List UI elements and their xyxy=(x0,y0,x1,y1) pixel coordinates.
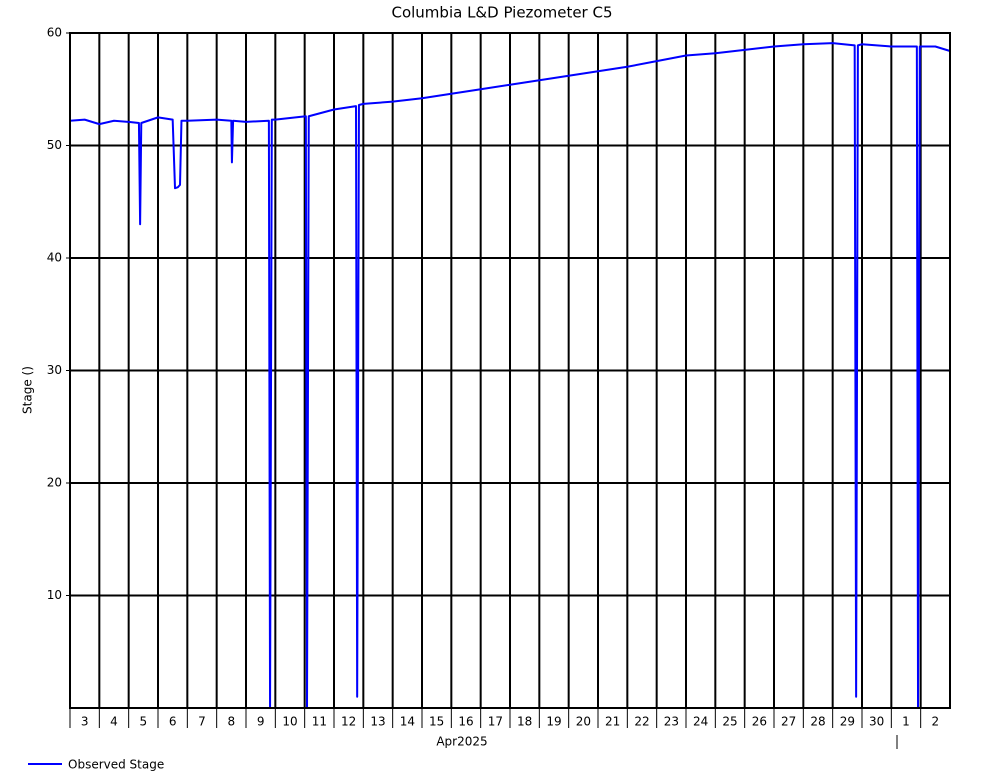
x-tick-label: 17 xyxy=(488,715,503,729)
x-tick-label: 22 xyxy=(634,715,649,729)
legend-label: Observed Stage xyxy=(68,758,164,772)
x-tick-label: 9 xyxy=(257,715,265,729)
x-tick-label: 28 xyxy=(810,715,825,729)
x-tick-label: 18 xyxy=(517,715,532,729)
x-tick-label: 16 xyxy=(458,715,473,729)
y-tick-label: 40 xyxy=(47,251,62,265)
x-tick-label: 2 xyxy=(932,715,940,729)
y-axis-label: Stage () xyxy=(21,366,35,414)
x-tick-label: 24 xyxy=(693,715,708,729)
x-tick-label: 27 xyxy=(781,715,796,729)
y-tick-label: 60 xyxy=(47,26,62,40)
x-tick-label: 13 xyxy=(370,715,385,729)
x-tick-label: 21 xyxy=(605,715,620,729)
grid xyxy=(69,32,950,708)
x-tick-label: 3 xyxy=(81,715,89,729)
legend: Observed Stage xyxy=(28,758,164,772)
x-tick-label: 12 xyxy=(341,715,356,729)
x-axis-label: Apr2025 xyxy=(436,735,487,749)
x-tick-label: 29 xyxy=(840,715,855,729)
x-tick-label: 14 xyxy=(400,715,415,729)
y-tick-label: 20 xyxy=(47,476,62,490)
x-tick-label: 23 xyxy=(664,715,679,729)
y-tick-label: 50 xyxy=(47,138,62,152)
plot-frame xyxy=(69,32,951,709)
x-tick-label: 7 xyxy=(198,715,206,729)
x-tick-label: 10 xyxy=(282,715,297,729)
x-tick-label: 15 xyxy=(429,715,444,729)
x-tick-label: 6 xyxy=(169,715,177,729)
x-tick-label: 11 xyxy=(312,715,327,729)
x-tick-label: 30 xyxy=(869,715,884,729)
x-tick-label: 20 xyxy=(576,715,591,729)
x-tick-label: 1 xyxy=(902,715,910,729)
x-tick-label: 19 xyxy=(546,715,561,729)
chart-title: Columbia L&D Piezometer C5 xyxy=(391,4,612,22)
x-tick-label: 4 xyxy=(110,715,118,729)
x-tick-label: 25 xyxy=(722,715,737,729)
data-line xyxy=(69,42,951,709)
y-tick-label: 10 xyxy=(47,588,62,602)
x-tick-label: 26 xyxy=(752,715,767,729)
y-tick-label: 30 xyxy=(47,363,62,377)
x-tick-label: 8 xyxy=(228,715,236,729)
x-tick-label: 5 xyxy=(140,715,148,729)
plot xyxy=(69,42,951,709)
